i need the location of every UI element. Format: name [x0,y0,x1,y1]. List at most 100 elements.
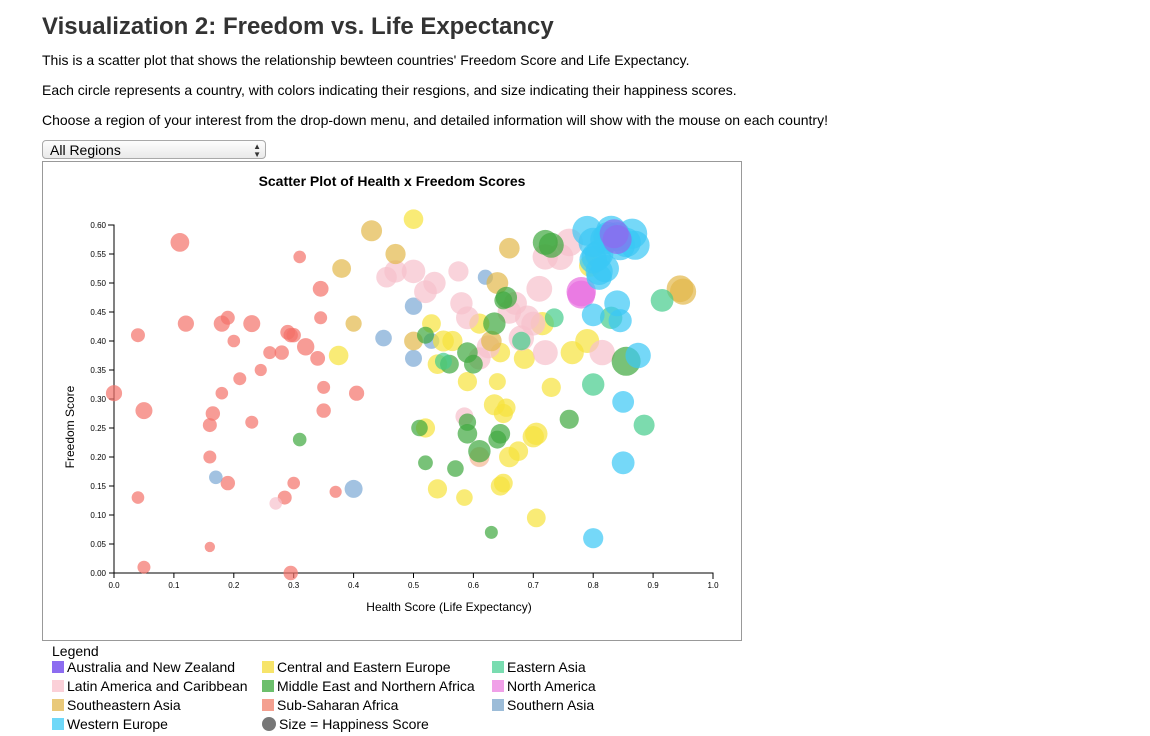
page-title: Visualization 2: Freedom vs. Life Expect… [42,13,554,40]
data-point [204,541,216,553]
legend-label: Western Europe [67,716,168,732]
data-point [283,565,298,581]
data-point [589,339,615,366]
data-point [411,419,428,437]
region-select[interactable]: All Regions ▲ ▼ [42,140,266,159]
data-point [401,259,426,284]
data-point [493,473,513,493]
y-tick-label: 0.55 [90,250,106,259]
y-axis-label: Freedom Score [63,385,77,468]
data-point [220,310,235,325]
color-swatch-icon [492,699,504,711]
data-point [526,275,553,302]
data-point [170,233,190,252]
y-tick-label: 0.30 [90,395,106,404]
y-tick-label: 0.00 [90,569,106,578]
description-paragraph: This is a scatter plot that shows the re… [42,52,690,68]
data-point [203,450,217,464]
legend-label: Eastern Asia [507,659,586,675]
data-point [434,352,452,370]
legend-item: Southern Asia [492,697,594,713]
data-point [403,209,424,229]
legend-item: North America [492,678,596,694]
data-point [292,432,307,447]
data-point [559,409,579,429]
x-tick-label: 0.4 [348,581,360,590]
data-point [541,377,561,397]
data-point [456,306,479,330]
data-point [215,386,229,400]
data-point [137,560,151,574]
data-point [220,475,236,491]
legend-title: Legend [52,643,99,659]
data-point [274,345,289,360]
data-point [468,440,491,463]
color-swatch-icon [52,661,64,673]
legend-item: Latin America and Caribbean [52,678,248,694]
data-point [544,308,564,328]
x-tick-label: 0.2 [228,581,240,590]
y-tick-label: 0.45 [90,308,106,317]
y-tick-label: 0.40 [90,337,106,346]
data-point [205,406,221,421]
data-point [293,250,306,264]
chart-title: Scatter Plot of Health x Freedom Scores [259,173,526,189]
color-swatch-icon [492,680,504,692]
data-point [457,372,478,392]
data-point [130,328,145,343]
data-point [526,508,546,528]
data-point [494,291,513,310]
data-point [385,243,406,265]
legend-label: Sub-Saharan Africa [277,697,399,713]
data-point [497,398,516,417]
data-point [312,280,329,297]
data-point [488,373,506,391]
data-point [233,372,247,386]
data-point [287,476,300,490]
data-point [269,497,283,510]
data-point [484,525,498,539]
data-point [481,330,502,352]
data-point [348,385,365,401]
data-point [566,277,596,307]
data-point [464,354,483,374]
data-point [633,414,655,436]
data-point [286,328,301,343]
data-point [314,311,328,325]
color-swatch-icon [492,661,504,673]
legend-label: Size = Happiness Score [279,716,429,732]
legend-item: Southeastern Asia [52,697,181,713]
region-select-value: All Regions [50,142,121,158]
x-tick-label: 0.1 [168,581,180,590]
x-tick-label: 0.8 [588,581,600,590]
data-point [105,385,123,402]
data-point [612,391,635,413]
data-point [328,345,349,366]
data-point [602,225,632,254]
data-point [332,259,352,278]
data-point [499,237,520,259]
data-point [227,334,241,348]
y-tick-label: 0.25 [90,424,106,433]
legend-label: Southern Asia [507,697,595,713]
data-point [384,260,407,283]
data-point [508,441,529,462]
data-point [418,455,433,471]
data-point [448,261,469,282]
data-point [310,351,326,366]
data-point [427,479,448,499]
data-point [245,415,259,429]
data-point [209,470,223,485]
x-tick-label: 0.6 [468,581,480,590]
data-point [345,315,362,332]
data-point [375,329,392,347]
legend-item: Western Europe [52,716,168,732]
data-point [177,315,194,332]
circle-swatch-icon [262,717,276,731]
x-tick-label: 0.5 [408,581,420,590]
legend-item: Middle East and Northern Africa [262,678,475,694]
description-paragraph: Each circle represents a country, with c… [42,82,737,98]
data-point [404,297,423,315]
data-point [243,315,261,333]
data-point [405,349,422,367]
